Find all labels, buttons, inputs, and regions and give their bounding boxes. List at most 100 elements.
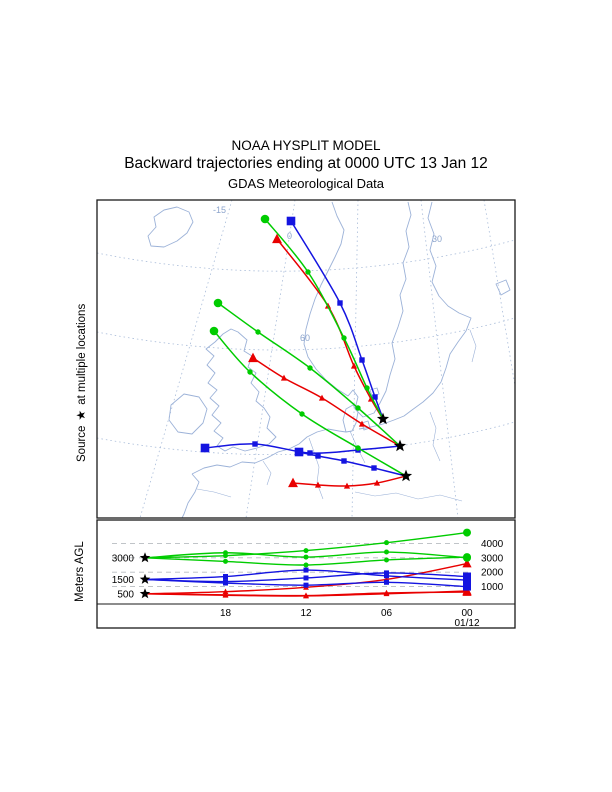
marker-circle [384, 549, 389, 555]
marker-circle [213, 298, 223, 308]
meridian-line [139, 200, 233, 518]
marker-circle [384, 540, 389, 546]
marker-triangle [383, 589, 390, 596]
time-tick-label: 18 [220, 608, 232, 619]
meridian-line [483, 200, 515, 387]
coast-scandinavia [303, 201, 412, 418]
marker-triangle [288, 477, 298, 488]
start-level-label: 3000 [112, 553, 135, 564]
met-data-label: GDAS Meteorological Data [227, 176, 385, 191]
marker-circle [303, 562, 309, 568]
marker-square [315, 453, 321, 459]
lake-vanern [369, 387, 380, 397]
source-star-icon [376, 412, 390, 425]
marker-square [371, 465, 377, 471]
marker-circle [341, 335, 347, 341]
river-daugava [469, 329, 477, 363]
marker-triangle [343, 482, 351, 489]
source-star-icon [139, 588, 151, 599]
marker-square [384, 573, 389, 579]
marker-triangle [358, 420, 366, 427]
altitude-series [139, 528, 472, 599]
coast-brittany-biscay [181, 473, 200, 518]
meridian-line [351, 200, 359, 518]
lake-ladoga [495, 279, 511, 296]
marker-circle [384, 557, 389, 563]
map-grid-label: 0 [287, 231, 292, 241]
marker-circle [463, 553, 471, 562]
coast-iceland [147, 206, 194, 248]
map-grid-labels: -15 0 30 60 [213, 205, 442, 343]
source-star-icon [393, 439, 407, 452]
meridian-line [420, 200, 459, 518]
trajectory-path-blue [298, 451, 407, 477]
coastlines [147, 201, 511, 518]
marker-circle [223, 550, 228, 556]
map-grid-label: -15 [213, 205, 226, 215]
river-vistula [429, 411, 441, 462]
marker-square [384, 570, 389, 576]
marker-circle [209, 326, 219, 336]
plot-title: Backward trajectories ending at 0000 UTC… [124, 155, 488, 172]
marker-square [223, 574, 228, 580]
altitude-tick-label: 3000 [481, 553, 504, 564]
time-tick-label: 00 [461, 608, 473, 619]
altitude-tick-label: 1000 [481, 582, 504, 593]
coast-ireland [168, 393, 208, 435]
river-rhine [308, 437, 324, 500]
trajectory-path-red [252, 357, 401, 447]
marker-square [303, 582, 309, 588]
marker-triangle [303, 592, 309, 598]
marker-triangle [272, 233, 282, 244]
date-label: 01/12 [454, 618, 479, 629]
river-loire [196, 488, 232, 498]
marker-triangle [318, 394, 326, 401]
marker-circle [305, 269, 311, 275]
start-level-label: 500 [117, 589, 134, 600]
marker-square [286, 216, 296, 226]
marker-triangle [222, 591, 229, 598]
marker-circle [260, 214, 270, 224]
trajectory-path-green [217, 302, 401, 447]
altitude-tick-label: 2000 [481, 568, 504, 579]
map-panel: -15 0 30 60 [97, 200, 515, 518]
marker-circle [299, 411, 305, 417]
marker-square [463, 582, 471, 591]
marker-triangle [373, 479, 381, 486]
model-title: NOAA HYSPLIT MODEL [231, 138, 381, 153]
marker-circle [355, 445, 361, 451]
rivers [196, 329, 477, 502]
marker-square [303, 575, 309, 581]
marker-square [252, 441, 258, 447]
marker-triangle [314, 481, 322, 488]
marker-square [372, 394, 378, 400]
marker-triangle [248, 352, 258, 363]
altitude-outer-border [96, 519, 516, 629]
trajectory-path-red [292, 475, 407, 487]
marker-square [307, 450, 313, 456]
marker-square [303, 567, 309, 573]
map-grid-label: 30 [432, 234, 442, 244]
map-grid-label: 60 [300, 333, 310, 343]
marker-triangle [222, 588, 229, 595]
marker-circle [307, 365, 313, 371]
marker-triangle [350, 362, 358, 369]
marker-circle [255, 329, 261, 335]
start-level-label: 1500 [112, 575, 135, 586]
map-border [96, 199, 516, 519]
time-tick-label: 12 [300, 608, 312, 619]
parallel-line [97, 317, 515, 351]
marker-square [341, 458, 347, 464]
marker-square [294, 447, 304, 457]
marker-square [200, 443, 210, 453]
source-star-icon [139, 573, 151, 584]
river-danube [354, 491, 463, 502]
source-star-icon [139, 552, 151, 563]
marker-square [384, 579, 389, 585]
marker-triangle [462, 587, 472, 596]
marker-square [337, 300, 343, 306]
